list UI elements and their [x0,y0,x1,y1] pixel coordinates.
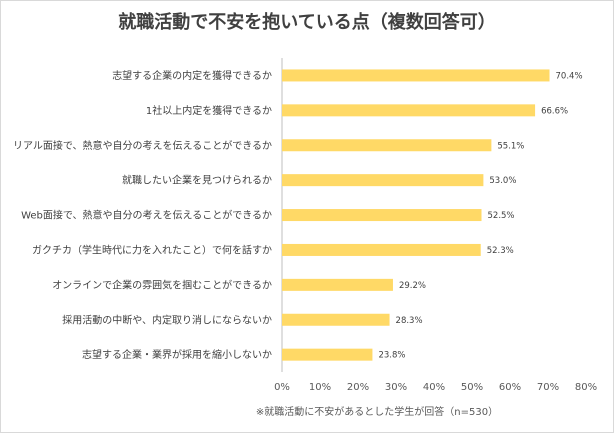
data-label: 52.5% [488,211,515,221]
x-tick-label: 80% [575,382,597,393]
bar [282,174,484,187]
bar [282,139,492,152]
bar [282,313,390,326]
data-label: 28.3% [396,316,423,326]
x-tick-label: 0% [274,382,290,393]
bar [282,348,373,361]
data-label: 52.3% [487,246,514,256]
data-label: 66.6% [541,106,568,116]
category-label: 就職したい企業を見つけられるか [122,174,272,187]
data-label: 29.2% [399,281,426,291]
x-tick-label: 70% [537,382,559,393]
bar [282,243,481,256]
data-label: 53.0% [489,176,516,186]
category-label: ガクチカ（学生時代に力を入れたこと）で何を話すか [32,243,272,256]
category-label: リアル面接で、熱意や自分の考えを伝えることができるか [13,139,272,152]
x-tick-label: 40% [423,382,445,393]
category-label: 志望する企業・業界が採用を縮小しないか [82,348,272,361]
bar [282,209,482,222]
data-label: 23.8% [378,351,405,361]
bar [282,104,536,117]
data-label: 55.1% [497,141,524,151]
x-tick-label: 50% [461,382,483,393]
x-tick-label: 10% [309,382,331,393]
category-label: オンラインで企業の雰囲気を掴むことができるか [52,278,272,291]
bar [282,69,550,82]
category-label: 1社以上内定を獲得できるか [146,104,272,117]
x-tick-label: 20% [347,382,369,393]
data-label: 70.4% [556,71,583,81]
x-tick-label: 30% [385,382,407,393]
bar [282,278,393,291]
category-label: Web面接で、熱意や自分の考えを伝えることができるか [21,209,272,222]
category-label: 志望する企業の内定を獲得できるか [112,69,272,82]
category-label: 採用活動の中断や、内定取り消しにならないか [62,313,272,326]
x-tick-label: 60% [499,382,521,393]
chart-title: 就職活動で不安を抱いている点（複数回答可） [118,12,496,33]
chart-footnote: ※就職活動に不安があるとした学生が回答（n=530） [255,407,499,418]
